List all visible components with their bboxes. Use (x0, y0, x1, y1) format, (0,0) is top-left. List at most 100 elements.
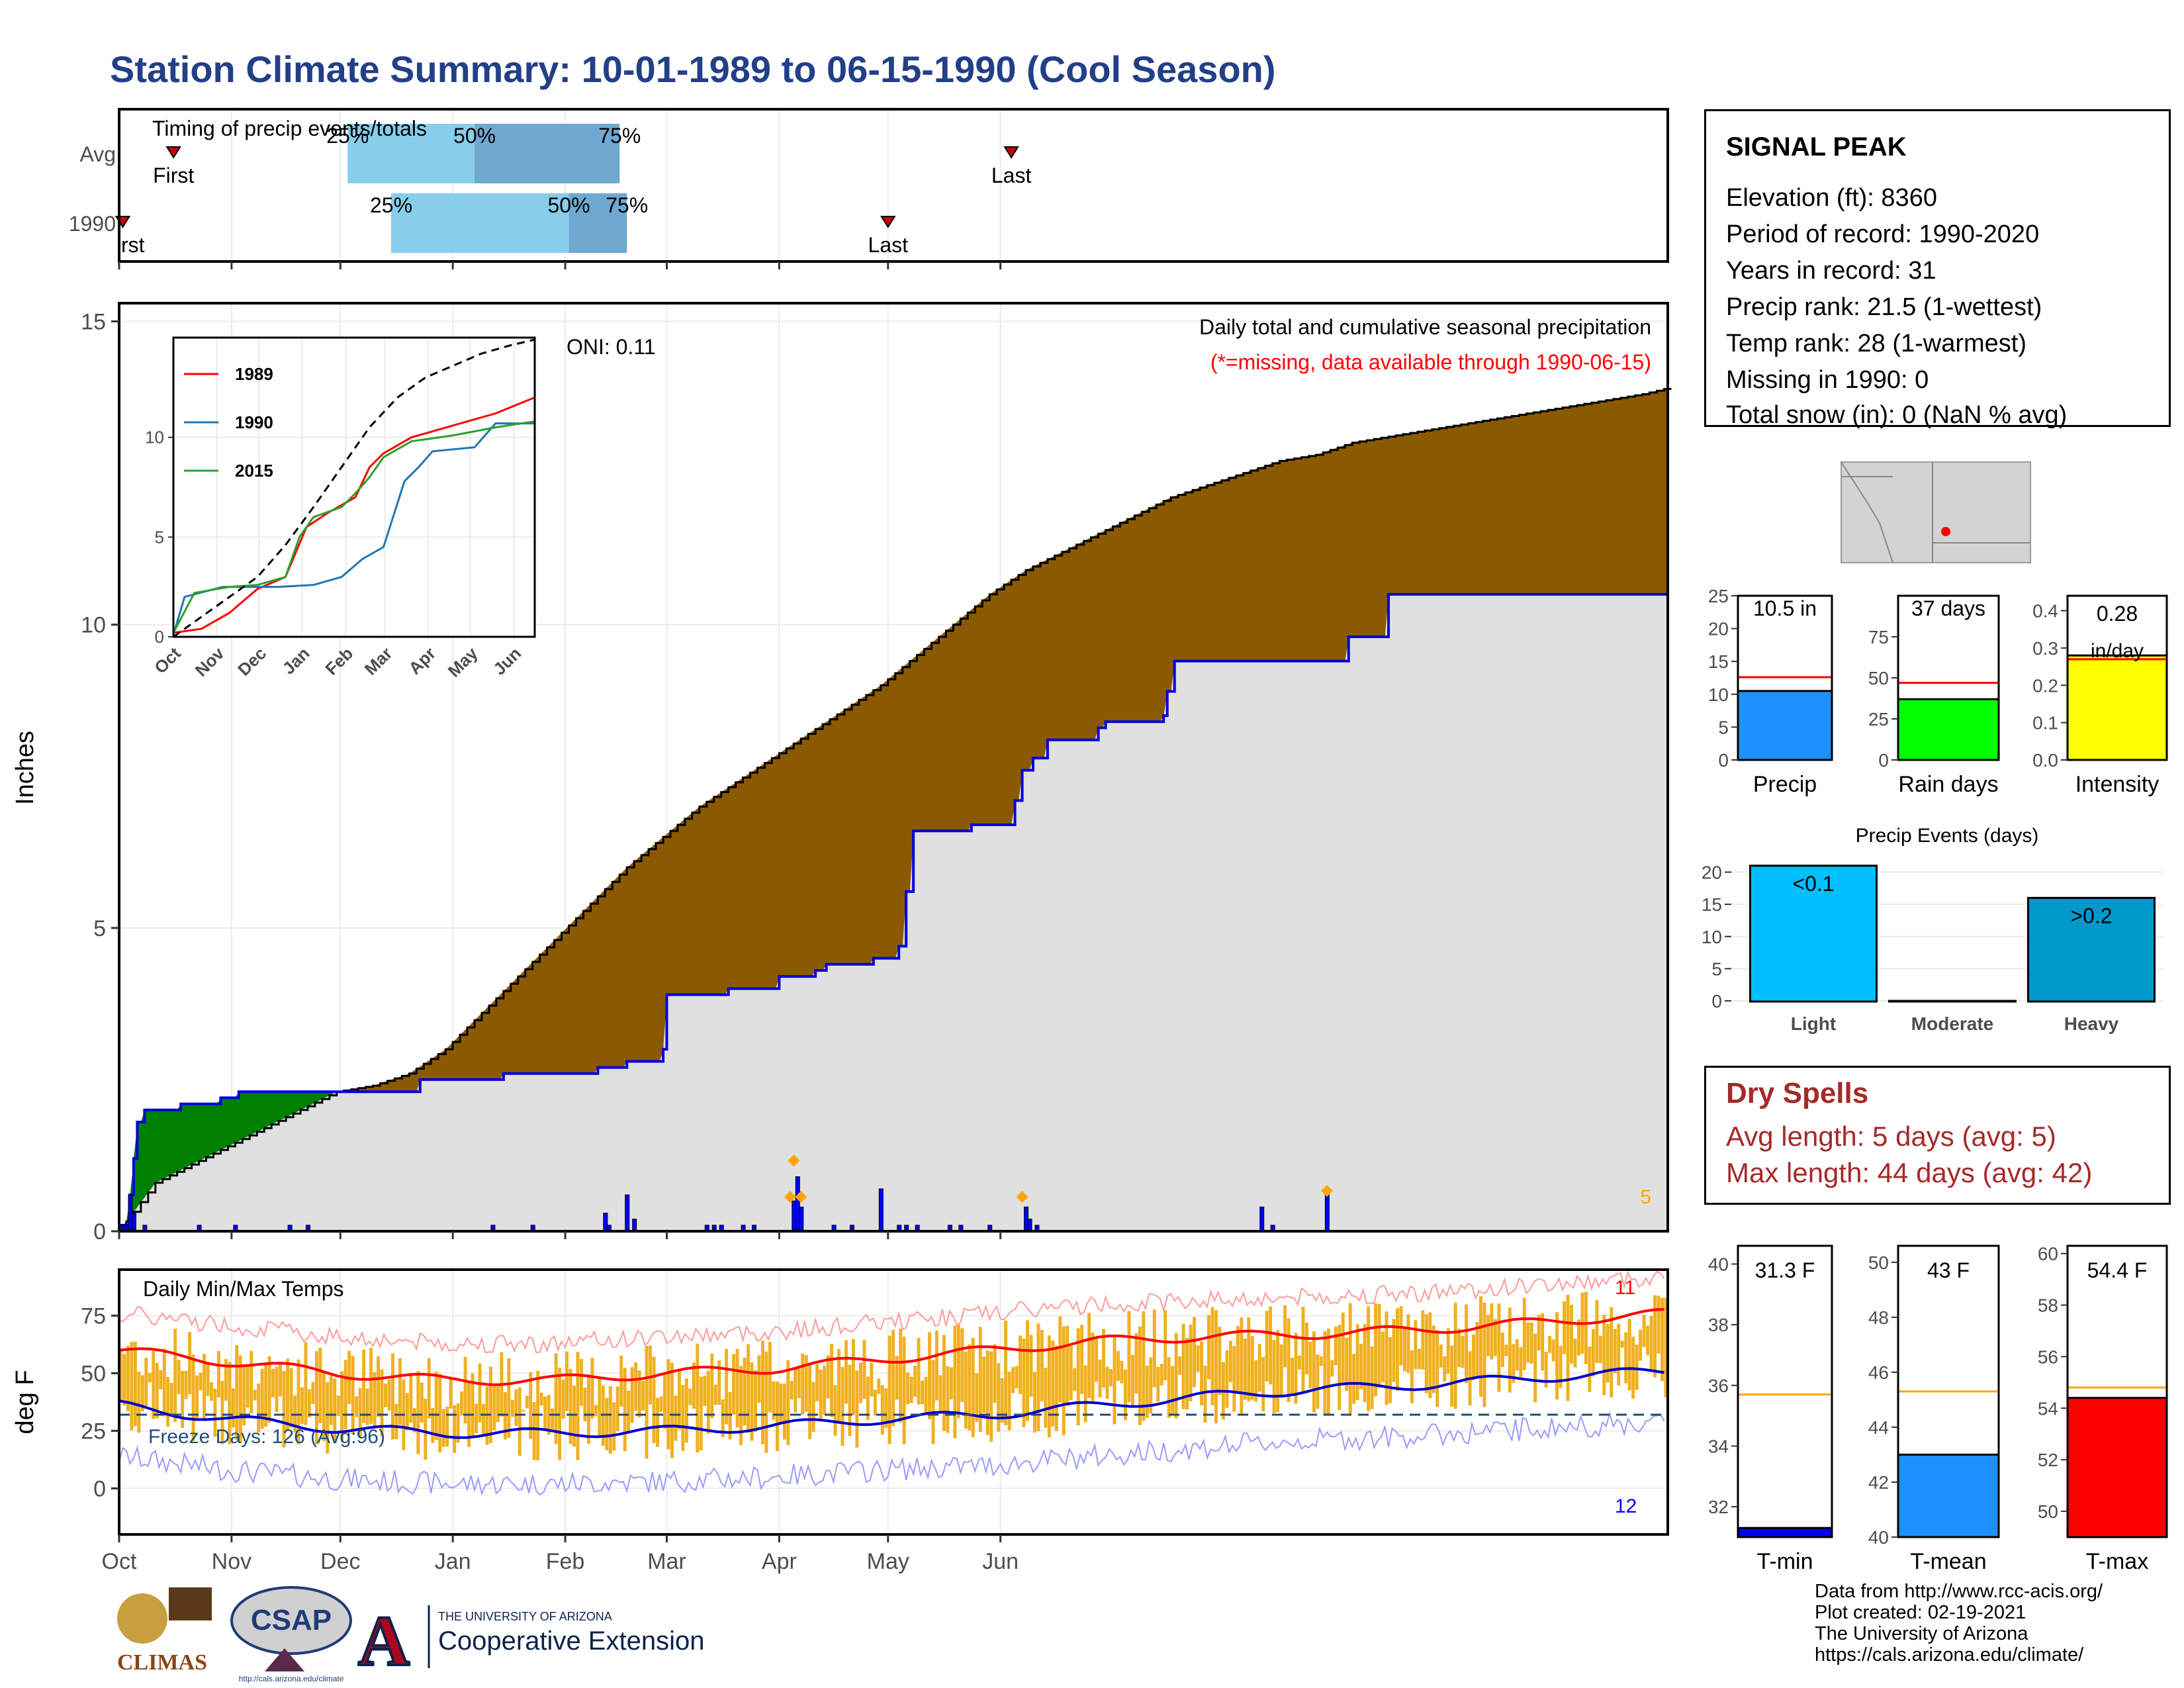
temp-bar (1022, 1338, 1026, 1428)
temp-bar (1377, 1304, 1381, 1388)
temp-bar (1541, 1313, 1545, 1371)
temp-bar (387, 1379, 391, 1411)
record-low-count: 12 (1615, 1495, 1637, 1517)
temp-bar (398, 1358, 402, 1425)
temp-bar (1345, 1337, 1349, 1391)
temp-bar (1261, 1356, 1265, 1412)
temp-bar (953, 1325, 957, 1438)
temp-bar (496, 1384, 500, 1423)
temp-bar (579, 1358, 583, 1406)
temp-bar (1428, 1312, 1432, 1399)
temp-bar (380, 1369, 384, 1437)
temp-bar (921, 1380, 925, 1405)
temp-bar (1062, 1326, 1066, 1436)
mean-y-label: 50 (1868, 1252, 1889, 1273)
temp-bar (1439, 1344, 1443, 1368)
temp-bar (975, 1373, 979, 1422)
mini-value-label: 0.28 (2097, 602, 2138, 626)
temp-bar (365, 1388, 369, 1425)
temp-bar (844, 1340, 848, 1404)
temp-bar (1374, 1303, 1378, 1397)
temp-bar (880, 1385, 884, 1435)
temp-bar (463, 1356, 467, 1424)
climas-logo-text: CLIMAS (117, 1650, 207, 1675)
temp-bar (1330, 1360, 1334, 1377)
csap-logo-url: http://cals.arizona.edu/climate (239, 1674, 344, 1683)
years-text: Years in record: 31 (1726, 257, 1936, 285)
temp-bar (1189, 1324, 1193, 1401)
temp-bar (1414, 1320, 1418, 1370)
temp-bar (514, 1389, 518, 1427)
temp-bar (586, 1374, 590, 1444)
temp-bar (181, 1370, 185, 1429)
events-y-label: 5 (1711, 959, 1722, 979)
locator-map (1841, 461, 2031, 563)
temp-bar (246, 1366, 250, 1408)
temp-bar (1348, 1303, 1352, 1414)
temp-bar (887, 1335, 891, 1444)
average-line (119, 388, 1672, 1233)
temp-bar (1142, 1311, 1146, 1421)
temp-bar (902, 1336, 906, 1444)
temp-bar (224, 1359, 228, 1401)
mean-temperature-bars: 32 34 36 38 40 31.3 F T-min 40 42 44 46 48 50 43 F T-m… (1708, 1244, 2168, 1574)
chart-title: Daily total and cumulative seasonal prec… (1199, 315, 1651, 339)
temp-bar (336, 1395, 340, 1416)
temp-bar (507, 1358, 511, 1438)
temp-bar (1095, 1338, 1099, 1382)
temp-bar (1058, 1316, 1062, 1403)
temp-rank-text: Temp rank: 28 (1-warmest) (1726, 330, 2027, 357)
page-title: Station Climate Summary: 10-01-1989 to 0… (110, 48, 1276, 90)
p25-label: 25% (370, 193, 412, 217)
snow-text: Total snow (in): 0 (NaN % avg) (1726, 401, 2068, 429)
mini-y-label: 15 (1708, 651, 1729, 672)
mini-y-label: 20 (1708, 619, 1729, 639)
temp-bar (768, 1342, 772, 1413)
events-y-label: 15 (1702, 894, 1722, 915)
tmax-average-line (118, 1307, 1664, 1386)
temp-bar (184, 1370, 188, 1399)
temp-bar (166, 1377, 170, 1427)
temp-bar (1167, 1357, 1171, 1418)
temp-bar (1047, 1335, 1051, 1438)
temp-bar (1051, 1340, 1055, 1427)
tmin-average-line (118, 1367, 1664, 1439)
temp-bar (938, 1375, 942, 1412)
temp-bar (1341, 1312, 1345, 1383)
temp-bar (971, 1338, 975, 1437)
mean-value-bar (1737, 1526, 1833, 1538)
temp-bar (1424, 1314, 1428, 1393)
dry-spells-avg: Avg length: 5 days (avg: 5) (1726, 1121, 2056, 1152)
legend-label: 2015 (235, 461, 273, 481)
temp-bar (688, 1388, 692, 1405)
temp-bar (271, 1368, 275, 1397)
extreme-marker (788, 1154, 800, 1167)
temp-bar (877, 1378, 881, 1394)
temp-bar (1417, 1348, 1421, 1370)
temp-bar (453, 1405, 457, 1453)
temp-bar (188, 1332, 192, 1395)
temp-bar (1410, 1350, 1414, 1403)
temp-bar (801, 1353, 805, 1415)
temp-bar (1576, 1319, 1580, 1356)
temp-bar (148, 1373, 152, 1383)
temp-bar (764, 1351, 768, 1453)
temp-bar (1130, 1354, 1134, 1407)
temp-bar (873, 1389, 877, 1416)
y-tick-label: 75 (81, 1304, 106, 1329)
panel-border (118, 108, 1669, 263)
legend-label: 1990 (235, 412, 273, 432)
y-tick-label: 50 (81, 1362, 106, 1387)
row-label: 1990 (69, 212, 116, 236)
credit-line[interactable]: https://cals.arizona.edu/climate/ (1815, 1644, 2084, 1665)
temp-bar (572, 1385, 576, 1447)
temp-bar (169, 1382, 173, 1417)
temp-bar (547, 1395, 551, 1435)
y-tick-label: 25 (81, 1419, 106, 1444)
mean-y-label: 40 (1868, 1527, 1889, 1548)
y-tick-label: 15 (81, 309, 106, 334)
temp-bar (848, 1364, 852, 1436)
deficit-area (122, 388, 1668, 1227)
temp-bar (343, 1360, 347, 1430)
temp-bar (155, 1362, 159, 1419)
